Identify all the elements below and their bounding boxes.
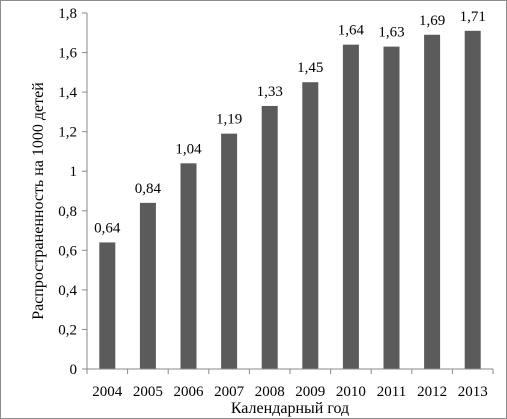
y-axis-title: Распространенность на 1000 детей bbox=[30, 82, 47, 320]
x-axis-ticks: 2004 2005 2006 2007 2008 2009 2010 2011 2012 2013 bbox=[86, 369, 494, 400]
data-label-2005: 0,84 bbox=[135, 181, 162, 197]
data-label-2010: 1,64 bbox=[338, 23, 365, 39]
x-axis-title: Календарный год bbox=[231, 400, 349, 417]
y-tick-label: 1,8 bbox=[58, 6, 77, 22]
x-tick-label-2012: 2012 bbox=[417, 384, 447, 400]
x-tick-label-2009: 2009 bbox=[295, 384, 325, 400]
bar-2009 bbox=[302, 82, 319, 369]
x-tick-label-2004: 2004 bbox=[92, 384, 123, 400]
data-label-2007: 1,19 bbox=[216, 112, 242, 128]
bar-2008 bbox=[261, 105, 278, 369]
bar-2007 bbox=[221, 133, 238, 369]
x-tick-label-2011: 2011 bbox=[377, 384, 406, 400]
y-tick-label: 1 bbox=[70, 164, 78, 180]
x-tick-label-2008: 2008 bbox=[255, 384, 285, 400]
bar-2012 bbox=[424, 34, 441, 369]
data-label-2011: 1,63 bbox=[378, 25, 404, 41]
bar-2005 bbox=[139, 202, 156, 369]
y-axis-ticks: 0 0,2 0,4 0,6 0,8 1 1,2 1,4 1,6 1,8 bbox=[58, 6, 87, 378]
y-tick-label: 0,2 bbox=[58, 322, 77, 338]
data-labels: 0,64 0,84 1,04 1,19 1,33 1,45 1,64 1,63 1,69 1,71 bbox=[94, 9, 486, 237]
x-tick-label-2005: 2005 bbox=[133, 384, 163, 400]
y-tick-label: 0,6 bbox=[58, 243, 77, 259]
data-label-2008: 1,33 bbox=[257, 84, 283, 100]
y-tick-label: 1,6 bbox=[58, 46, 77, 62]
bar-series bbox=[99, 30, 481, 370]
x-tick-label-2007: 2007 bbox=[214, 384, 245, 400]
data-label-2012: 1,69 bbox=[419, 13, 445, 29]
y-tick-label: 0 bbox=[70, 362, 78, 378]
y-tick-label: 1,4 bbox=[58, 85, 77, 101]
y-tick-label: 0,4 bbox=[58, 283, 77, 299]
x-tick-label-2010: 2010 bbox=[336, 384, 366, 400]
bar-2004 bbox=[99, 242, 116, 369]
bar-2011 bbox=[383, 46, 400, 369]
bar-2013 bbox=[464, 30, 481, 370]
y-tick-label: 0,8 bbox=[58, 204, 77, 220]
data-label-2009: 1,45 bbox=[297, 60, 323, 76]
y-tick-label: 1,2 bbox=[58, 125, 77, 141]
data-label-2004: 0,64 bbox=[94, 220, 121, 236]
data-label-2006: 1,04 bbox=[175, 141, 202, 157]
x-tick-label-2013: 2013 bbox=[458, 384, 488, 400]
x-tick-label-2006: 2006 bbox=[174, 384, 205, 400]
bar-2010 bbox=[342, 44, 359, 370]
bar-2006 bbox=[180, 163, 197, 369]
data-label-2013: 1,71 bbox=[460, 9, 486, 25]
